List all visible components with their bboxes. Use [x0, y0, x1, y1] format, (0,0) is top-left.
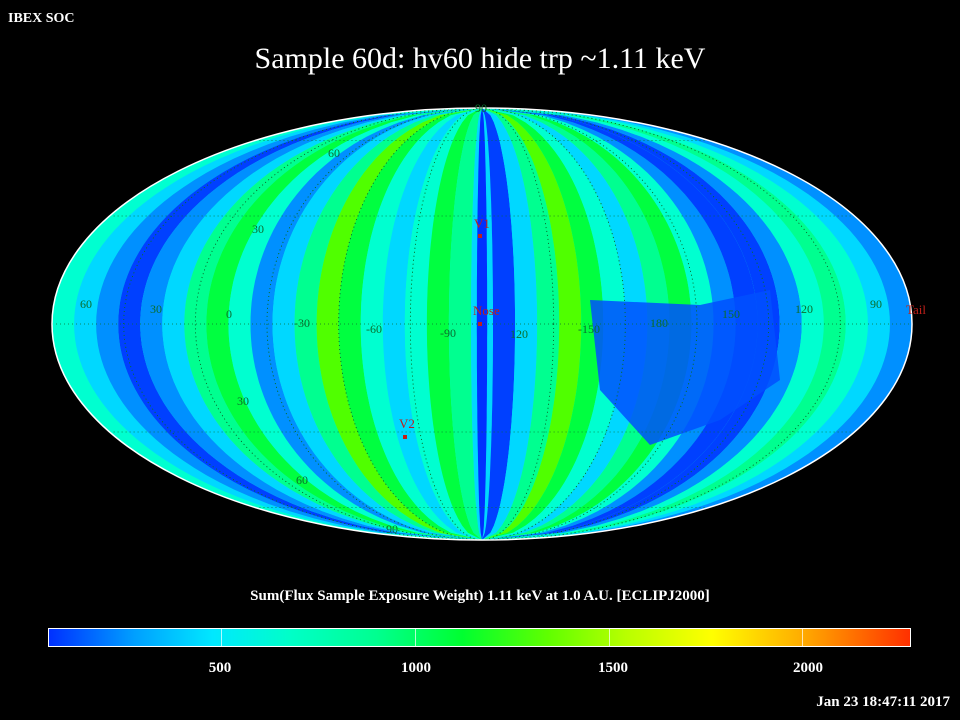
lon-label: -30	[294, 316, 310, 330]
v1-marker	[478, 234, 482, 238]
flux-band	[360, 108, 482, 540]
meridian-line	[409, 108, 555, 540]
v1-label: V1	[474, 216, 490, 231]
v2-label: V2	[399, 416, 415, 431]
lon-label: 120	[795, 302, 813, 316]
colorbar-label: 2000	[793, 660, 823, 676]
flux-band	[482, 108, 626, 540]
flux-bands	[52, 108, 912, 540]
lat-label-south-pole: 90	[386, 522, 398, 536]
map-title: Sample 60d: hv60 hide trp ~1.11 keV	[254, 42, 706, 75]
lon-label: -150	[578, 322, 600, 336]
tail-label: Tail	[906, 302, 926, 317]
lat-label-30s: 30	[237, 394, 249, 408]
colorbar-label: 1500	[598, 660, 628, 676]
nose-label: Nose	[473, 303, 500, 318]
lon-label: 90	[870, 297, 882, 311]
flux-band	[404, 108, 482, 540]
timestamp: Jan 23 18:47:11 2017	[816, 694, 950, 710]
flux-band	[482, 108, 604, 540]
colorbar-tick	[414, 629, 416, 646]
colorbar-title: Sum(Flux Sample Exposure Weight) 1.11 ke…	[250, 588, 710, 604]
lon-label: -90	[440, 326, 456, 340]
colorbar	[48, 628, 911, 647]
flux-band	[382, 108, 482, 540]
lat-label-north-pole: 90	[475, 101, 487, 115]
lon-label: 150	[722, 307, 740, 321]
low-flux-region	[590, 290, 780, 445]
colorbar-label: 1000	[401, 660, 431, 676]
colorbar-label: 500	[208, 660, 232, 676]
app-label: IBEX SOC	[8, 11, 75, 26]
flux-band	[482, 108, 582, 540]
lat-label-30n: 30	[252, 222, 264, 236]
lon-label: 30	[150, 302, 162, 316]
lon-label: 180	[650, 316, 668, 330]
lon-label: 60	[80, 297, 92, 311]
lon-label: 120	[510, 327, 528, 341]
lat-label-60n: 60	[328, 146, 340, 160]
lon-label: 0	[226, 307, 232, 321]
flux-band	[482, 108, 538, 540]
colorbar-tick	[802, 629, 804, 646]
flux-band	[448, 108, 482, 540]
lon-label: -60	[366, 322, 382, 336]
flux-band	[426, 108, 482, 540]
lat-label-60s: 60	[296, 473, 308, 487]
flux-band	[482, 108, 560, 540]
v2-marker	[403, 435, 407, 439]
map-border	[51, 107, 913, 541]
graticule	[52, 108, 912, 540]
colorbar-tick	[608, 629, 610, 646]
flux-band	[482, 108, 516, 540]
nose-marker	[478, 322, 482, 326]
colorbar-tick	[221, 629, 223, 646]
